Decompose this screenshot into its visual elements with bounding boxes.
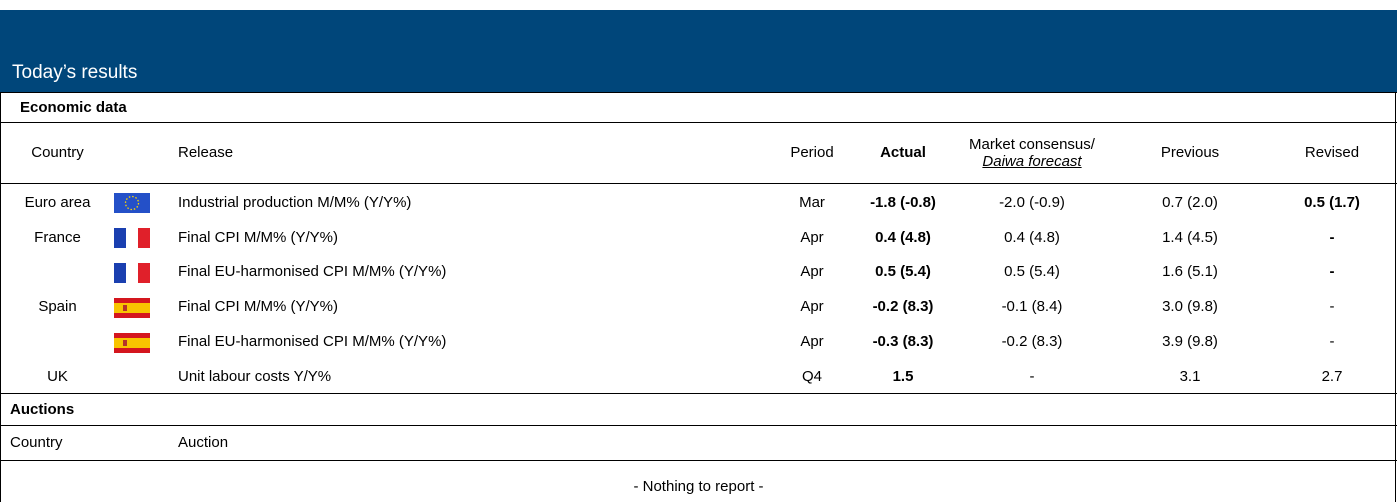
header-title: Today’s results (12, 62, 138, 83)
consensus: -2.0 (-0.9) (999, 194, 1065, 211)
country: UK (47, 367, 68, 385)
previous: 1.4 (4.5) (1162, 228, 1218, 246)
actual: 0.4 (4.8) (875, 228, 931, 246)
column-header-row: Country Release Period Actual Market con… (0, 122, 1397, 183)
column-header: Country (31, 144, 84, 161)
previous: 3.9 (9.8) (1162, 332, 1218, 350)
period: Apr (800, 298, 824, 316)
flag-france (114, 228, 150, 248)
data-row: Final EU-harmonised CPI M/M% (Y/Y%) Apr 0.… (0, 254, 1397, 289)
column-header-line: Market consensus/ (969, 135, 1095, 153)
period: Apr (800, 263, 824, 281)
actual: -0.2 (8.3) (872, 298, 934, 316)
period: Mar (799, 194, 825, 211)
country: Spain (38, 298, 77, 316)
data-row: France Final CPI M/M% (Y/Y%) Apr 0.4 (4.8) 0… (0, 220, 1397, 255)
border (0, 92, 1, 502)
release: Final CPI M/M% (Y/Y%) (178, 298, 339, 316)
rule (0, 183, 1397, 184)
revised: 0.5 (1.7) (1304, 194, 1360, 211)
border (1395, 92, 1396, 502)
column-header: Auction (178, 434, 229, 451)
rule (0, 425, 1397, 426)
revised: - (1329, 332, 1335, 350)
revised: - (1329, 228, 1335, 246)
note-row: - Nothing to report - (0, 470, 1397, 502)
data-row: Final EU-harmonised CPI M/M% (Y/Y%) Apr -0… (0, 324, 1397, 359)
consensus: -0.1 (8.4) (1001, 298, 1063, 316)
column-header: Country (10, 434, 63, 451)
actual: -1.8 (-0.8) (870, 194, 936, 211)
rule (0, 122, 1397, 123)
section-row: Auctions (0, 393, 1397, 425)
consensus: 0.5 (5.4) (1004, 263, 1060, 281)
period: Apr (800, 332, 824, 350)
header-band (0, 10, 1397, 92)
data-row: Spain Final CPI M/M% (Y/Y%) Apr -0.2 (8.3) -… (0, 289, 1397, 324)
consensus: -0.2 (8.3) (1001, 332, 1063, 350)
data-row: Euro area Industrial production M/M% (Y/Y… (0, 185, 1397, 220)
consensus: - (1029, 367, 1035, 385)
country: France (34, 228, 81, 246)
column-header: Actual (880, 144, 926, 161)
period: Apr (800, 228, 824, 246)
column-header: Market consensus/ Daiwa forecast (950, 122, 1114, 183)
column-header: Previous (1160, 144, 1220, 161)
release: Unit labour costs Y/Y% (178, 367, 332, 385)
rule (0, 393, 1397, 394)
column-header-line: Daiwa forecast (982, 152, 1082, 170)
note: - Nothing to report - (633, 477, 764, 495)
consensus: 0.4 (4.8) (1004, 228, 1060, 246)
rule (0, 92, 1397, 93)
column-header: Release (178, 144, 234, 161)
revised: - (1329, 263, 1335, 281)
period: Q4 (801, 367, 822, 385)
revised: - (1329, 298, 1335, 316)
actual: -0.3 (8.3) (872, 332, 934, 350)
column-header-row: Country Auction (0, 425, 1397, 460)
section-title: Auctions (10, 400, 75, 418)
previous: 0.7 (2.0) (1162, 194, 1218, 211)
release: Final EU-harmonised CPI M/M% (Y/Y%) (178, 332, 447, 350)
column-header: Revised (1304, 144, 1360, 161)
section-title: Economic data (20, 98, 127, 116)
actual: 0.5 (5.4) (875, 263, 931, 281)
release: Final EU-harmonised CPI M/M% (Y/Y%) (178, 263, 447, 281)
flag-spain (114, 333, 150, 353)
previous: 3.0 (9.8) (1162, 298, 1218, 316)
data-row: UK Unit labour costs Y/Y% Q4 1.5 - 3.1 2.7 (0, 359, 1397, 394)
release: Industrial production M/M% (Y/Y%) (178, 194, 412, 211)
flag-france (114, 263, 150, 283)
column-header: Period (790, 144, 834, 161)
release: Final CPI M/M% (Y/Y%) (178, 228, 339, 246)
revised: 2.7 (1321, 367, 1343, 385)
country: Euro area (24, 194, 91, 211)
flag-spain (114, 298, 150, 318)
rule (0, 460, 1397, 461)
previous: 3.1 (1179, 367, 1201, 385)
previous: 1.6 (5.1) (1162, 263, 1218, 281)
section-row: Economic data (0, 92, 1397, 122)
actual: 1.5 (892, 367, 914, 385)
flag-eu (114, 193, 150, 213)
